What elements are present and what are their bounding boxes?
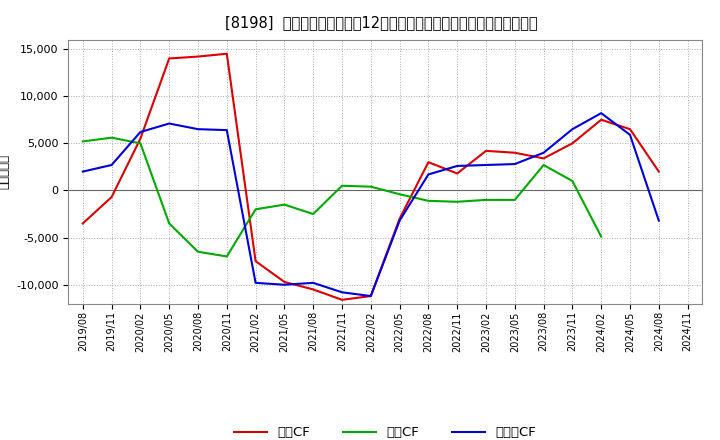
投賄CF: [107, 135, 116, 140]
営業CF: [626, 127, 634, 132]
営業CF: [510, 150, 519, 155]
営業CF: [539, 156, 548, 161]
投賄CF: [395, 191, 404, 197]
営業CF: [568, 141, 577, 146]
投賄CF: [78, 139, 87, 144]
フリーCF: [251, 280, 260, 286]
営業CF: [309, 287, 318, 292]
フリーCF: [280, 282, 289, 287]
投賄CF: [510, 197, 519, 202]
営業CF: [482, 148, 490, 154]
投賄CF: [136, 141, 145, 146]
Y-axis label: （百万円）: （百万円）: [0, 154, 11, 189]
Line: フリーCF: フリーCF: [83, 113, 659, 296]
Line: 営業CF: 営業CF: [83, 54, 659, 300]
フリーCF: [107, 162, 116, 168]
Text: [8198]  キャッシュフローの12か月移動合計の対前年同期増減額の推移: [8198] キャッシュフローの12か月移動合計の対前年同期増減額の推移: [225, 15, 538, 30]
フリーCF: [194, 127, 202, 132]
営業CF: [107, 194, 116, 200]
フリーCF: [78, 169, 87, 174]
営業CF: [366, 293, 375, 299]
投賄CF: [539, 162, 548, 168]
Legend: 営業CF, 投賄CF, フリーCF: 営業CF, 投賄CF, フリーCF: [228, 421, 542, 440]
フリーCF: [136, 129, 145, 135]
営業CF: [194, 54, 202, 59]
投賄CF: [366, 184, 375, 189]
投賄CF: [482, 197, 490, 202]
営業CF: [597, 117, 606, 122]
投賄CF: [251, 207, 260, 212]
営業CF: [165, 56, 174, 61]
営業CF: [78, 221, 87, 226]
営業CF: [222, 51, 231, 56]
営業CF: [280, 279, 289, 285]
フリーCF: [482, 162, 490, 168]
フリーCF: [626, 132, 634, 137]
フリーCF: [510, 161, 519, 167]
営業CF: [136, 136, 145, 141]
フリーCF: [366, 293, 375, 299]
投賄CF: [280, 202, 289, 207]
営業CF: [654, 169, 663, 174]
営業CF: [251, 259, 260, 264]
投賄CF: [222, 254, 231, 259]
フリーCF: [597, 110, 606, 116]
投賄CF: [424, 198, 433, 203]
フリーCF: [309, 280, 318, 286]
フリーCF: [568, 127, 577, 132]
フリーCF: [395, 218, 404, 223]
投賄CF: [453, 199, 462, 205]
Line: 投賄CF: 投賄CF: [83, 138, 601, 257]
投賄CF: [568, 178, 577, 183]
営業CF: [395, 216, 404, 221]
営業CF: [424, 160, 433, 165]
フリーCF: [453, 163, 462, 169]
フリーCF: [654, 218, 663, 223]
投賄CF: [309, 211, 318, 216]
投賄CF: [597, 234, 606, 239]
フリーCF: [424, 172, 433, 177]
営業CF: [338, 297, 346, 302]
フリーCF: [539, 150, 548, 155]
営業CF: [453, 171, 462, 176]
投賄CF: [165, 221, 174, 226]
フリーCF: [338, 290, 346, 295]
フリーCF: [165, 121, 174, 126]
投賄CF: [194, 249, 202, 254]
投賄CF: [338, 183, 346, 188]
フリーCF: [222, 128, 231, 133]
